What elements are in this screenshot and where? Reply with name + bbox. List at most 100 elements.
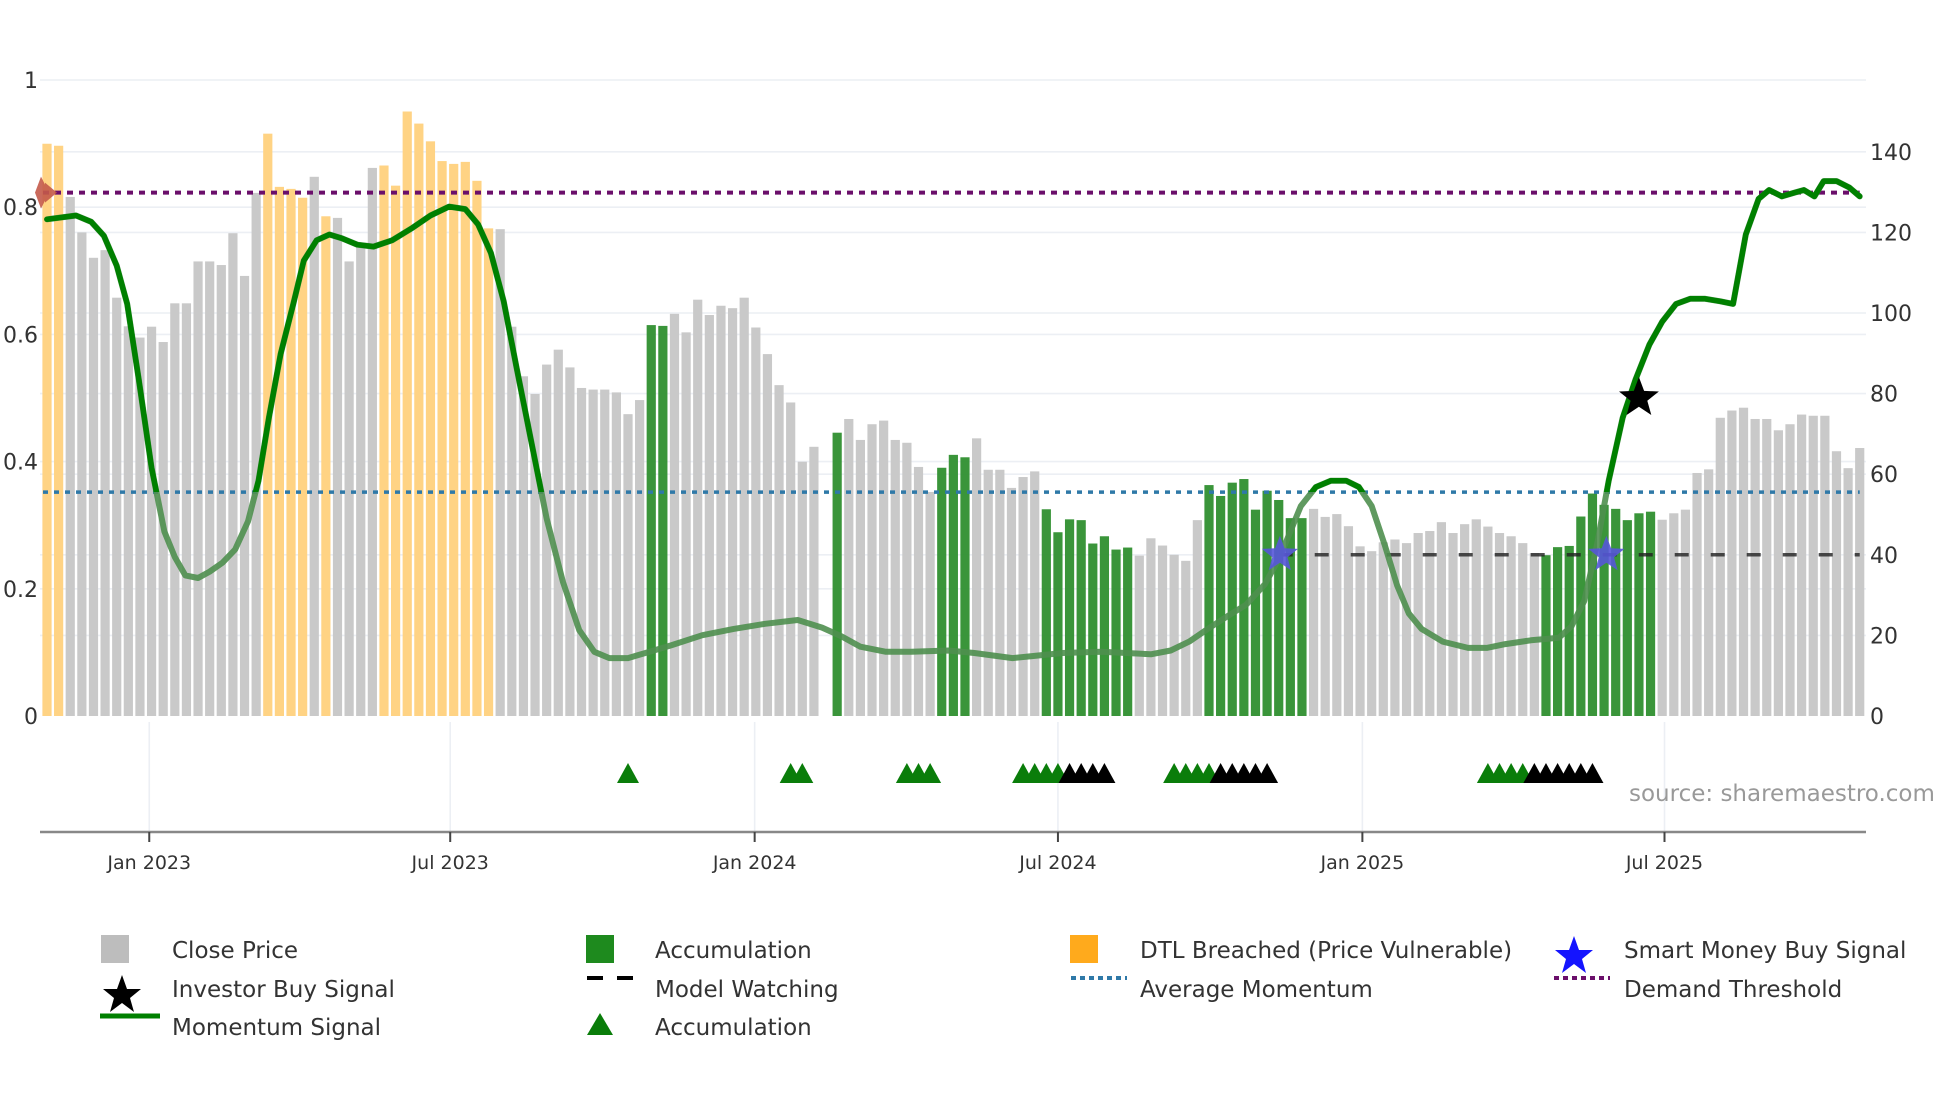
- dtl-breached-bar: [402, 111, 412, 716]
- close-price-bar: [902, 442, 912, 716]
- accumulation-bar: [1076, 520, 1086, 716]
- accumulation-bar: [1204, 485, 1214, 716]
- accumulation-bar: [1099, 536, 1110, 716]
- close-price-bar: [309, 176, 319, 716]
- close-price-bar: [1332, 514, 1342, 716]
- close-price-bar: [367, 167, 377, 717]
- close-price-bar: [879, 420, 889, 716]
- close-price-bar: [1378, 542, 1388, 716]
- close-price-bar: [611, 392, 621, 716]
- close-price-bar: [681, 332, 691, 716]
- close-price-bar: [1181, 560, 1191, 716]
- accumulation-bar: [1634, 513, 1644, 716]
- accumulation-marker-panel: [617, 763, 1604, 783]
- close-price-bar: [239, 275, 250, 716]
- left-axis-label: 1: [24, 69, 38, 94]
- close-price-bar: [1785, 424, 1795, 716]
- close-price-bar: [890, 439, 900, 716]
- dtl-breached-bar: [472, 180, 482, 717]
- close-price-bar: [65, 196, 75, 716]
- accumulation-bar: [1041, 509, 1051, 716]
- close-price-bar: [1715, 417, 1725, 716]
- dtl-breached-bar: [483, 228, 494, 716]
- green-line-icon: [100, 1011, 160, 1045]
- accumulation-triangle-icon: [617, 763, 639, 783]
- left-axis-label: 0.6: [3, 323, 38, 348]
- right-axis-label: 20: [1870, 624, 1898, 649]
- close-price-bar: [588, 389, 598, 716]
- smart-money-buy-star-icon: [1261, 535, 1298, 571]
- close-price-bar: [983, 469, 993, 716]
- close-price-bar: [762, 354, 773, 716]
- close-price-bar: [1529, 553, 1539, 716]
- legend-label: DTL Breached (Price Vulnerable): [1140, 938, 1513, 964]
- accumulation-triangle-dark-icon: [1256, 763, 1279, 783]
- right-axis-label: 80: [1870, 383, 1898, 408]
- close-price-bar: [135, 337, 145, 716]
- accumulation-triangle-icon: [791, 763, 814, 783]
- close-price-bar: [704, 315, 714, 716]
- green-triangle-icon: [585, 1011, 645, 1045]
- x-tick-label: Jan 2025: [1320, 852, 1405, 874]
- close-price-bar: [1006, 487, 1017, 716]
- close-price-bar: [1448, 533, 1458, 716]
- legend-label: Model Watching: [655, 977, 839, 1003]
- close-price-bar: [565, 367, 575, 716]
- close-price-bar: [1797, 414, 1807, 716]
- close-price-bar: [146, 326, 157, 716]
- legend-label: Close Price: [172, 938, 299, 964]
- black-star-icon: [100, 973, 160, 1012]
- close-price-bar: [1704, 469, 1714, 716]
- accumulation-bar: [832, 432, 842, 716]
- right-axis-label: 100: [1870, 302, 1912, 327]
- close-price-bar: [623, 414, 633, 716]
- blue-dotted-line-icon: [1069, 973, 1129, 1007]
- close-price-bar: [844, 418, 854, 716]
- accumulation-bar: [1297, 518, 1307, 716]
- close-price-bar: [727, 308, 738, 716]
- axes: Jan 2023 Jul 2023 Jan 2024 Jul 2024 Jan 2025…: [3, 69, 1912, 874]
- close-price-bar: [1750, 418, 1760, 716]
- close-price-bar: [1727, 410, 1737, 716]
- close-price-bar: [553, 349, 563, 716]
- close-price-bar: [495, 229, 505, 716]
- close-price-bar: [635, 400, 645, 716]
- close-price-bar: [1355, 546, 1365, 716]
- accumulation-bar: [1285, 518, 1295, 716]
- momentum-signal-line: [44, 178, 1863, 662]
- legend-label: Accumulation: [655, 938, 812, 964]
- legend-label: Momentum Signal: [172, 1015, 382, 1041]
- close-price-bar: [100, 250, 110, 716]
- left-axis-label: 0.8: [3, 196, 38, 221]
- close-price-bar: [1308, 508, 1319, 716]
- accumulation-bar: [948, 454, 958, 716]
- accumulation-bar: [1599, 504, 1609, 716]
- close-price-bar: [518, 376, 529, 716]
- accumulation-bar: [1064, 519, 1075, 716]
- close-price-bar: [77, 232, 87, 716]
- accumulation-triangle-dark-icon: [1093, 763, 1116, 783]
- accumulation-bar: [1053, 532, 1063, 716]
- close-price-bar: [1494, 533, 1505, 716]
- right-axis-label: 0: [1870, 705, 1884, 730]
- dtl-breached-bar: [391, 185, 401, 717]
- left-axis-label: 0.2: [3, 578, 38, 603]
- close-price-bar: [576, 387, 587, 716]
- left-axis-label: 0: [24, 705, 38, 730]
- dtl-breached-bar: [54, 145, 64, 716]
- close-price-bar: [228, 233, 238, 716]
- accumulation-bar: [1553, 547, 1563, 716]
- close-price-bar: [356, 247, 366, 716]
- close-price-bar: [332, 217, 343, 716]
- purple-dotted-line-icon: [1552, 973, 1612, 1007]
- close-price-bar: [507, 326, 517, 716]
- x-tick-label: Jul 2025: [1625, 852, 1703, 874]
- close-price-bar: [193, 261, 203, 716]
- accumulation-bar: [1587, 493, 1598, 716]
- close-price-bar: [1773, 430, 1783, 716]
- right-axis-label: 120: [1870, 221, 1912, 246]
- reference-lines: [43, 190, 1860, 557]
- close-price-bar: [1192, 520, 1202, 716]
- accumulation-bar: [646, 325, 656, 716]
